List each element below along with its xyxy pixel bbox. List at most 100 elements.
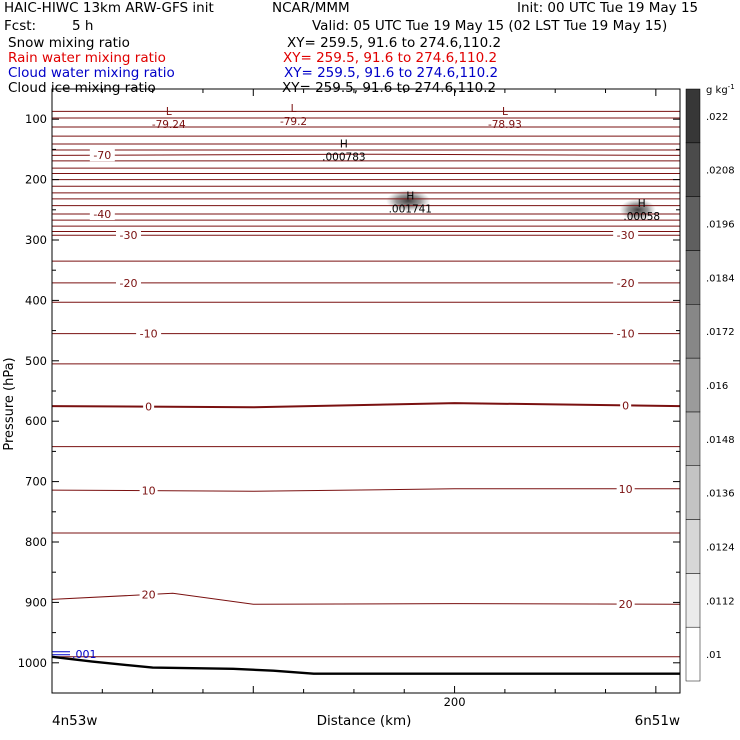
extremum-marker: L xyxy=(291,103,297,115)
y-tick-label: 800 xyxy=(25,535,47,549)
colorbar-swatch xyxy=(685,196,701,251)
contour-label-bg xyxy=(139,588,158,601)
extremum-value: .00058 xyxy=(623,211,660,223)
extremum-marker: H xyxy=(638,198,646,210)
contour-label-bg xyxy=(620,399,632,412)
y-tick-label: 600 xyxy=(25,414,47,428)
contour-label-bg xyxy=(143,400,155,413)
isotherm-label: -10 xyxy=(617,328,635,341)
field-xy-snow: XY= 259.5, 91.6 to 274.6,110.2 xyxy=(287,35,502,51)
contour-label-bg xyxy=(136,327,162,340)
contour-label-bg xyxy=(115,229,141,242)
y-axis-label: Pressure (hPa) xyxy=(2,357,17,450)
colorbar-label: .0196 xyxy=(706,220,735,231)
field-name-cloud-ice: Cloud ice mixing ratio xyxy=(8,80,156,96)
y-tick-label: 900 xyxy=(25,595,47,609)
colorbar-label: .01 xyxy=(706,650,722,661)
ground-line xyxy=(51,655,680,675)
colorbar-swatch xyxy=(685,411,701,466)
y-tick-label: 1000 xyxy=(18,656,47,670)
contour-label-bg xyxy=(616,482,635,495)
contour-label-bg xyxy=(613,229,639,242)
colorbar-label: .0124 xyxy=(706,542,735,553)
isotherm-label: 0 xyxy=(622,399,629,412)
colorbar-swatch xyxy=(685,88,701,144)
cloud-water-label: .001 xyxy=(72,648,97,661)
extremum-value: .000783 xyxy=(322,152,365,164)
colorbar-swatch xyxy=(685,304,701,359)
contour-label-bg xyxy=(89,208,115,221)
ice-cell xyxy=(386,189,431,212)
isotherm-label: 20 xyxy=(619,598,633,611)
isotherm-label: -30 xyxy=(120,229,138,242)
colorbar-swatch xyxy=(685,357,701,413)
field-xy-cloud-water: XY= 259.5, 91.6 to 274.6,110.2 xyxy=(284,65,499,81)
temperature-contours: -70 -40 -30 -30 -20 -20 -10 -10 0 0 10 10 20 20 xyxy=(51,110,681,658)
contour-label-bg xyxy=(89,149,115,162)
isotherm-line xyxy=(51,592,681,605)
init-time: Init: 00 UTC Tue 19 May 15 xyxy=(517,0,699,16)
extremum-marker: L xyxy=(166,106,172,118)
colorbar-label: .0184 xyxy=(706,273,735,284)
x-axis-end-label: 6n51w xyxy=(635,713,680,729)
isotherm-label: -20 xyxy=(120,277,138,290)
colorbar-label: .0208 xyxy=(706,166,735,177)
colorbar-swatch xyxy=(685,250,701,305)
colorbar-label: .016 xyxy=(706,381,728,392)
contour-label-bg xyxy=(613,276,639,289)
colorbar-swatch xyxy=(685,142,701,197)
extremum-value: .001741 xyxy=(389,204,432,216)
isotherm-label: 10 xyxy=(142,485,156,498)
colorbar-label: .0172 xyxy=(706,327,735,338)
cloud-ice-shading xyxy=(386,189,656,221)
extremum-value: -78.93 xyxy=(488,119,522,131)
colorbar-label: .022 xyxy=(706,112,728,123)
y-tick-label: 300 xyxy=(25,233,47,247)
y-tick-label: 200 xyxy=(25,173,47,187)
forecast-label: Fcst: xyxy=(4,18,37,34)
isotherm-label: -20 xyxy=(617,277,635,290)
ice-cell xyxy=(619,198,656,221)
ground-surface: .001 xyxy=(51,648,680,675)
extremum-marker: H xyxy=(340,139,348,151)
x-axis-start-label: 4n53w xyxy=(52,713,97,729)
y-tick-label: 100 xyxy=(25,112,47,126)
field-name-cloud-water: Cloud water mixing ratio xyxy=(8,65,175,81)
y-tick-label: 500 xyxy=(25,354,47,368)
field-name-rain: Rain water mixing ratio xyxy=(8,50,166,66)
colorbar-swatch xyxy=(685,626,701,682)
forecast-hour: 5 h xyxy=(72,18,94,34)
x-axis-label: Distance (km) xyxy=(317,713,412,729)
colorbar-units: g kg-1 xyxy=(706,83,735,96)
x-tick-label: 200 xyxy=(444,695,466,709)
colorbar-swatch xyxy=(685,519,701,574)
colorbar-label: .0136 xyxy=(706,489,735,500)
contour-label-bg xyxy=(613,327,639,340)
field-name-snow: Snow mixing ratio xyxy=(8,35,130,51)
extremum-value: -79.2 xyxy=(280,116,307,128)
colorbar-swatch xyxy=(685,573,701,628)
y-tick-label: 400 xyxy=(25,293,47,307)
colorbar-label: .0148 xyxy=(706,435,735,446)
valid-time: Valid: 05 UTC Tue 19 May 15 (02 LST Tue … xyxy=(312,18,668,34)
colorbar-swatch xyxy=(685,465,701,520)
isotherm-label: -30 xyxy=(617,229,635,242)
isotherm-label: -10 xyxy=(140,328,158,341)
isotherm-label: 20 xyxy=(142,589,156,602)
isotherm-line xyxy=(51,153,681,156)
extremum-marker: H xyxy=(406,191,414,203)
contour-label-bg xyxy=(139,484,158,497)
model-title: HAIC-HIWC 13km ARW-GFS init xyxy=(4,0,214,16)
contour-label-bg xyxy=(115,276,141,289)
isotherm-label: 10 xyxy=(619,483,633,496)
isotherm-label: -40 xyxy=(93,208,111,221)
extremum-value: -79.24 xyxy=(152,119,186,131)
colorbar: .01 .0112 .0124 .0136 .0148 .016 .0172 .0184 .01… xyxy=(685,88,735,682)
isotherm-label: 0 xyxy=(145,401,152,414)
center-label: NCAR/MMM xyxy=(272,0,350,16)
extremum-marker: L xyxy=(502,106,508,118)
isotherm-label: -70 xyxy=(93,149,111,162)
